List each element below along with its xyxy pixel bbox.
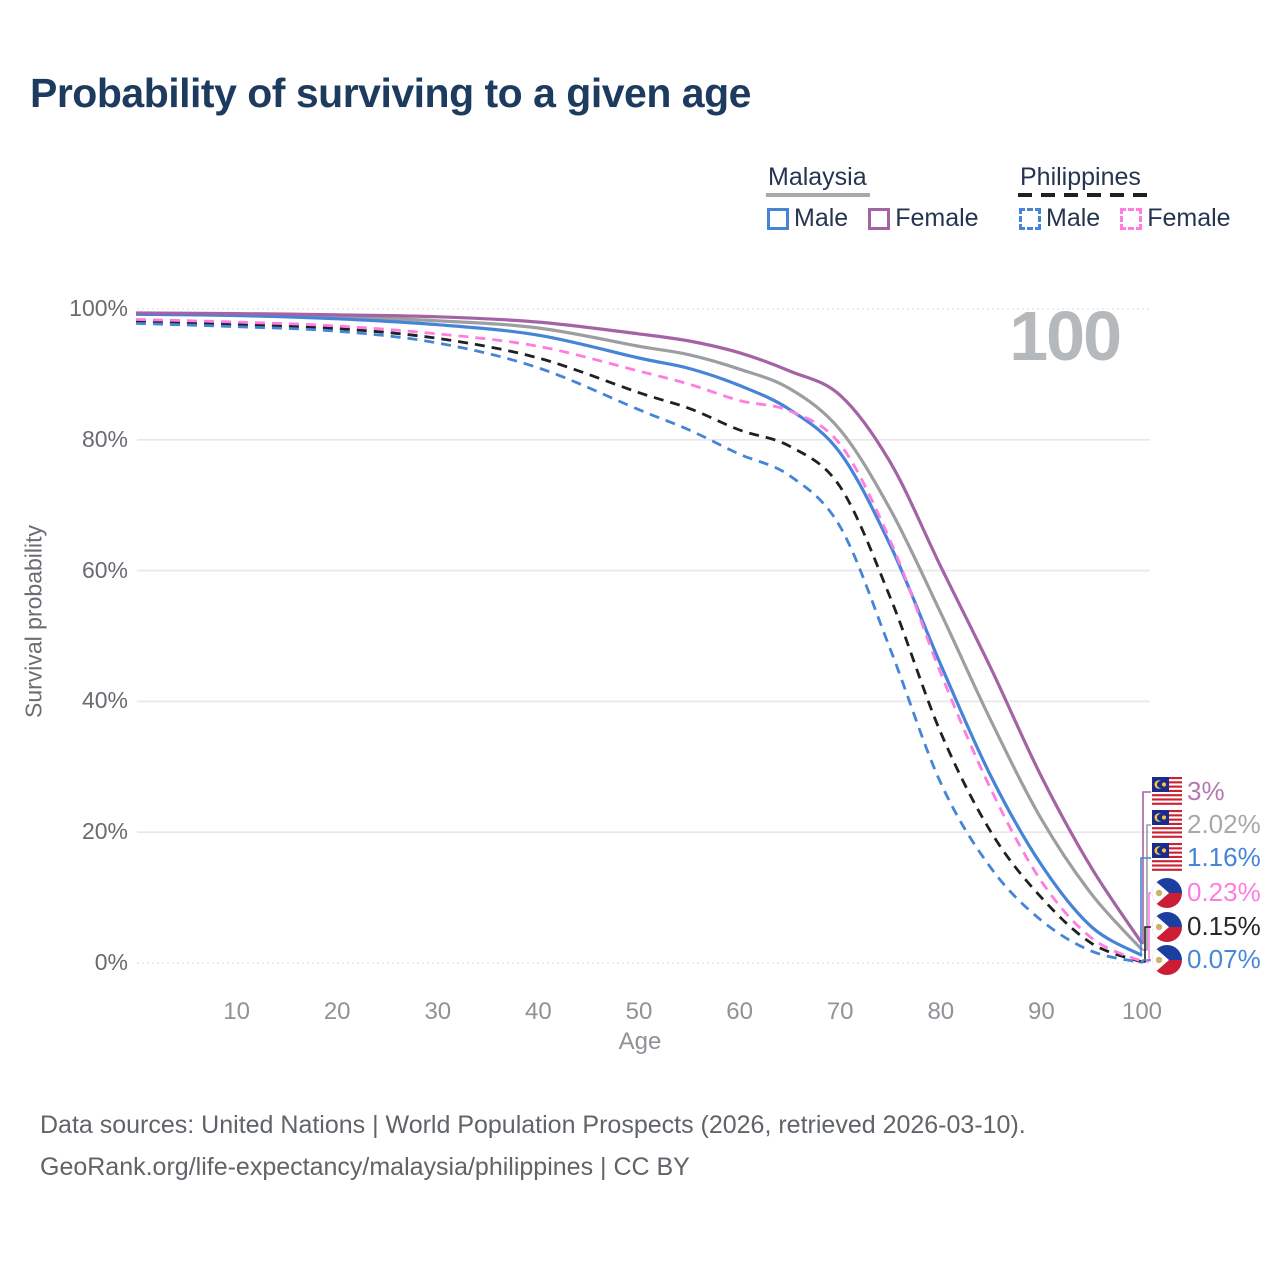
philippines-female-swatch-icon bbox=[1120, 207, 1143, 230]
malaysia-flag-icon bbox=[1152, 842, 1182, 873]
malaysia-female-swatch-icon bbox=[868, 207, 891, 230]
legend-label: Female bbox=[895, 204, 979, 232]
y-tick-label: 20% bbox=[81, 818, 128, 845]
x-tick-label: 100 bbox=[1121, 998, 1163, 1025]
x-tick-label: 60 bbox=[726, 998, 753, 1025]
x-tick-label: 30 bbox=[424, 998, 452, 1025]
legend-item-malaysia-female[interactable]: Female bbox=[868, 204, 979, 233]
x-tick-label: 80 bbox=[927, 998, 955, 1025]
legend-row-philippines: Male Female bbox=[1019, 204, 1231, 233]
legend-label: Female bbox=[1147, 204, 1231, 232]
x-tick-label: 90 bbox=[1028, 998, 1055, 1025]
end-label-malaysia-female: 3% bbox=[1152, 776, 1225, 807]
philippines-male-swatch-icon bbox=[1019, 207, 1041, 230]
legend-item-philippines-female[interactable]: Female bbox=[1120, 204, 1231, 233]
philippines-flag-icon bbox=[1152, 877, 1182, 908]
x-tick-label: 10 bbox=[223, 998, 250, 1025]
y-tick-label: 80% bbox=[81, 425, 128, 452]
curve-philippines-female bbox=[135, 318, 1143, 963]
philippines-flag-icon bbox=[1152, 911, 1182, 942]
end-label-value: 0.23% bbox=[1187, 877, 1261, 907]
x-tick-label: 50 bbox=[625, 998, 653, 1025]
watermark-age-100: 100 bbox=[1009, 297, 1122, 375]
curve-philippines-both-sexes- bbox=[135, 320, 1143, 964]
source-url-line: GeoRank.org/life-expectancy/malaysia/phi… bbox=[40, 1153, 690, 1181]
x-axis-title: Age bbox=[618, 1028, 662, 1055]
end-label-value: 3% bbox=[1187, 776, 1225, 806]
end-label-value: 0.15% bbox=[1187, 911, 1261, 941]
philippines-flag-icon bbox=[1152, 944, 1182, 975]
legend-item-philippines-male[interactable]: Male bbox=[1019, 204, 1100, 233]
footer-attribution: Data sources: United Nations | World Pop… bbox=[40, 1104, 1026, 1188]
legend-line-sample-malaysia bbox=[766, 193, 870, 197]
page-title: Probability of surviving to a given age bbox=[30, 70, 751, 116]
end-label-value: 1.16% bbox=[1187, 842, 1261, 872]
x-tick-label: 40 bbox=[525, 998, 552, 1025]
curve-philippines-male bbox=[135, 321, 1143, 964]
x-tick-label: 20 bbox=[323, 998, 351, 1025]
legend-row-malaysia: Male Female bbox=[767, 204, 979, 233]
curve-malaysia-female bbox=[135, 311, 1144, 945]
legend-line-sample-philippines bbox=[1018, 193, 1148, 197]
end-label-value: 0.07% bbox=[1187, 944, 1261, 974]
malaysia-flag-icon bbox=[1152, 809, 1182, 840]
end-label-philippines-both-sexes-: 0.15% bbox=[1152, 911, 1261, 942]
end-label-malaysia-male: 1.16% bbox=[1152, 842, 1261, 873]
malaysia-flag-icon bbox=[1152, 776, 1182, 807]
y-tick-label: 100% bbox=[69, 295, 128, 321]
end-label-philippines-female: 0.23% bbox=[1152, 877, 1261, 908]
legend-label: Male bbox=[1046, 204, 1101, 232]
legend-group-malaysia: Malaysia bbox=[768, 163, 867, 191]
x-tick-label: 70 bbox=[826, 998, 854, 1025]
end-label-philippines-male: 0.07% bbox=[1152, 944, 1261, 975]
curve-malaysia-both-sexes- bbox=[135, 311, 1144, 951]
curve-malaysia-male bbox=[135, 312, 1143, 957]
end-label-malaysia-both-sexes-: 2.02% bbox=[1152, 809, 1261, 840]
y-tick-label: 0% bbox=[94, 949, 128, 975]
end-label-value: 2.02% bbox=[1187, 809, 1261, 839]
y-tick-label: 60% bbox=[81, 556, 128, 583]
data-sources-line: Data sources: United Nations | World Pop… bbox=[40, 1111, 1026, 1139]
y-tick-label: 40% bbox=[81, 687, 128, 714]
legend-item-malaysia-male[interactable]: Male bbox=[767, 204, 848, 233]
malaysia-male-swatch-icon bbox=[767, 207, 789, 230]
legend-label: Male bbox=[794, 204, 849, 232]
legend-group-philippines: Philippines bbox=[1020, 163, 1141, 191]
